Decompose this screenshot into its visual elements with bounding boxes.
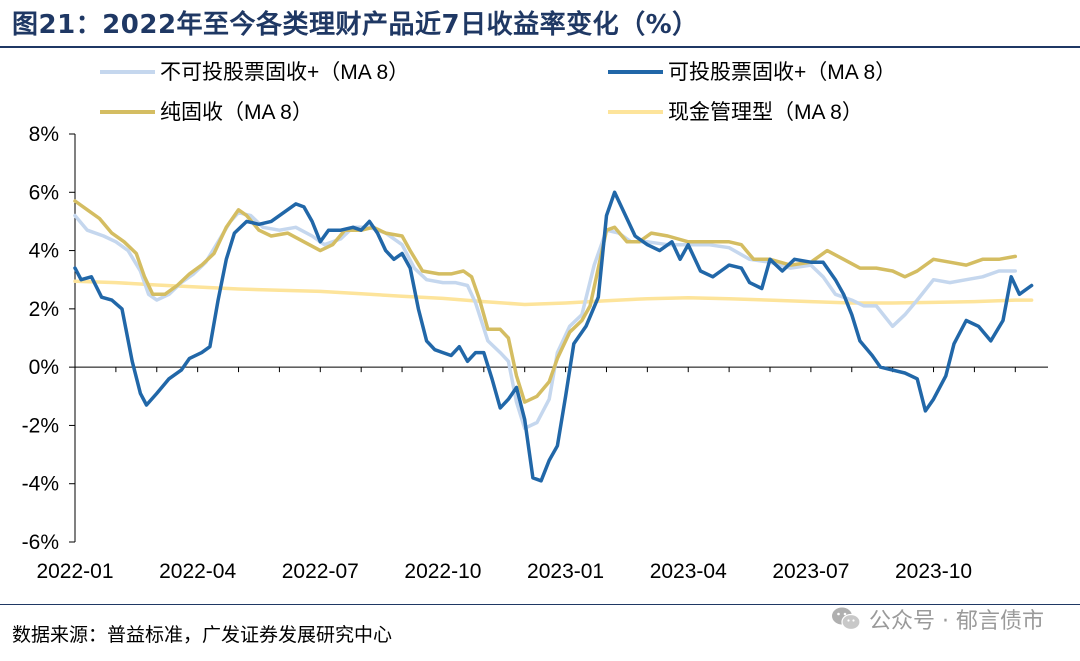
y-tick-label: 6% <box>29 181 59 204</box>
series-line <box>73 279 1034 307</box>
figure-title: 图21：2022年至今各类理财产品近7日收益率变化（%） <box>12 10 699 40</box>
watermark-text: 公众号 · 郁言债市 <box>869 609 1044 634</box>
legend-label: 可投股票固收+（MA 8） <box>668 61 896 84</box>
footer-rule <box>0 604 1080 605</box>
x-tick-label: 2022-10 <box>404 560 481 583</box>
x-tick-label: 2023-07 <box>772 560 849 583</box>
y-tick-label: -2% <box>22 414 59 437</box>
chart-legend: 不可投股票固收+（MA 8） 可投股票固收+（MA 8） 纯固收（MA 8） 现金管理… <box>100 61 896 124</box>
x-tick-label: 2022-01 <box>36 560 113 583</box>
x-tick-label: 2022-04 <box>159 560 236 583</box>
y-tick-label: 0% <box>29 356 59 379</box>
x-tick-label: 2022-07 <box>282 560 359 583</box>
x-tick-label: 2023-10 <box>895 560 972 583</box>
watermark: 公众号 · 郁言债市 <box>831 603 1044 635</box>
wechat-icon <box>832 607 861 631</box>
x-tick-label: 2023-04 <box>650 560 727 583</box>
y-tick-label: -6% <box>22 531 59 554</box>
chart-axes: -6% -4% -2% 0% 2% 4% 6% 8% 2022-01 2022-04 2022-07… <box>22 123 1048 583</box>
y-tick-label: -4% <box>22 473 59 496</box>
chart-lines <box>73 190 1034 483</box>
y-tick-label: 4% <box>29 240 59 263</box>
series-line <box>73 199 1018 404</box>
x-tick-label: 2023-01 <box>527 560 604 583</box>
legend-label: 现金管理型（MA 8） <box>668 101 863 124</box>
source-note: 数据来源：普益标准，广发证券发展研究中心 <box>12 624 393 646</box>
title-rule <box>0 46 1080 48</box>
legend-label: 纯固收（MA 8） <box>160 101 313 124</box>
y-tick-label: 2% <box>29 298 59 321</box>
line-chart: -6% -4% -2% 0% 2% 4% 6% 8% 2022-01 2022-04 2022-07… <box>22 61 1048 583</box>
series-line <box>73 190 1034 483</box>
legend-label: 不可投股票固收+（MA 8） <box>160 61 409 84</box>
y-tick-label: 8% <box>29 123 59 146</box>
